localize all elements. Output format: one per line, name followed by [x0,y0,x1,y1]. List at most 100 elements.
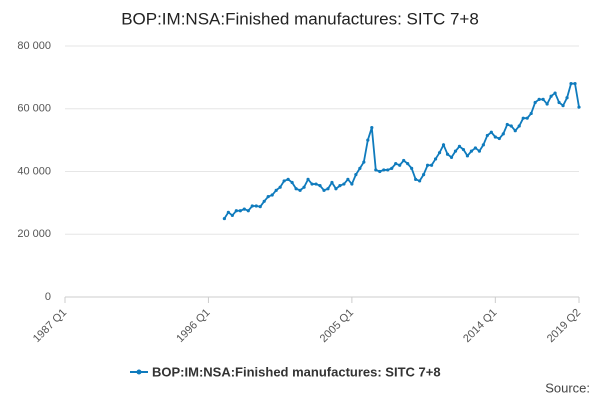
point [501,132,505,136]
point [282,179,286,183]
point [489,130,493,134]
point [234,209,238,213]
point [465,154,470,158]
x-tick-label: 2005 Q1 [318,307,356,345]
x-tick-label: 1996 Q1 [174,307,212,345]
point [453,149,458,153]
point [569,82,573,86]
point [226,210,230,214]
point [318,184,322,188]
point [505,122,509,127]
point [529,111,533,116]
point [294,187,298,191]
y-tick-label: 0 [45,291,51,303]
y-tick-label: 20 000 [17,228,51,240]
point [230,213,234,218]
point [306,177,310,181]
point [250,204,254,208]
point [238,209,242,213]
point [310,182,314,186]
point [298,188,302,192]
point [461,147,466,152]
point [246,209,250,213]
point [382,168,386,172]
point [258,205,262,209]
point [565,96,569,100]
point [549,94,553,98]
point [509,124,513,128]
y-tick-label: 80 000 [17,40,51,52]
point [290,180,294,185]
point [302,185,306,189]
point [286,177,290,181]
point [354,173,358,177]
point [386,168,390,172]
point [429,163,434,167]
source: Source: [545,380,590,395]
series-line [223,82,580,220]
point [394,162,398,166]
point [326,187,330,191]
point [445,152,450,156]
point [481,143,485,147]
point [342,182,346,186]
point [322,188,326,192]
point [541,97,545,101]
legend-marker [136,369,142,375]
point [390,166,394,170]
point [561,104,565,108]
point [493,135,497,139]
point [573,82,577,86]
point [406,162,410,166]
point [274,188,278,192]
point [545,102,549,106]
point [457,144,462,148]
point [525,116,529,120]
point [270,193,274,197]
point [378,169,382,174]
point [437,151,442,155]
x-tick-label: 1987 Q1 [31,307,69,345]
point [533,100,537,105]
point [513,129,517,133]
point [358,166,362,170]
point [366,138,370,142]
point [254,204,258,208]
point [374,168,378,172]
point [485,133,489,138]
point [338,184,342,188]
point [537,97,541,101]
point [521,116,525,120]
y-tick-label: 60 000 [17,103,51,115]
x-tick-label: 2019 Q2 [545,307,583,345]
point [517,124,521,128]
point [441,143,446,147]
point [422,173,426,177]
point [418,179,422,183]
point [410,166,414,170]
point [425,163,430,167]
legend-label: BOP:IM:NSA:Finished manufactures: SITC 7… [152,364,441,379]
point [473,146,478,150]
point [350,182,354,186]
point [577,105,581,109]
point [449,155,454,159]
point [414,177,418,181]
point [469,149,474,153]
point [557,100,561,105]
point [433,157,438,161]
x-tick-label: 2014 Q1 [461,307,499,345]
point [242,207,246,211]
point [262,199,266,203]
chart-title: BOP:IM:NSA:Finished manufactures: SITC 7… [121,9,479,28]
point [222,216,226,221]
point [314,182,318,186]
point [497,136,501,141]
point [370,125,374,130]
point [362,160,366,164]
point [477,149,481,153]
point [553,91,557,95]
point [266,195,270,199]
